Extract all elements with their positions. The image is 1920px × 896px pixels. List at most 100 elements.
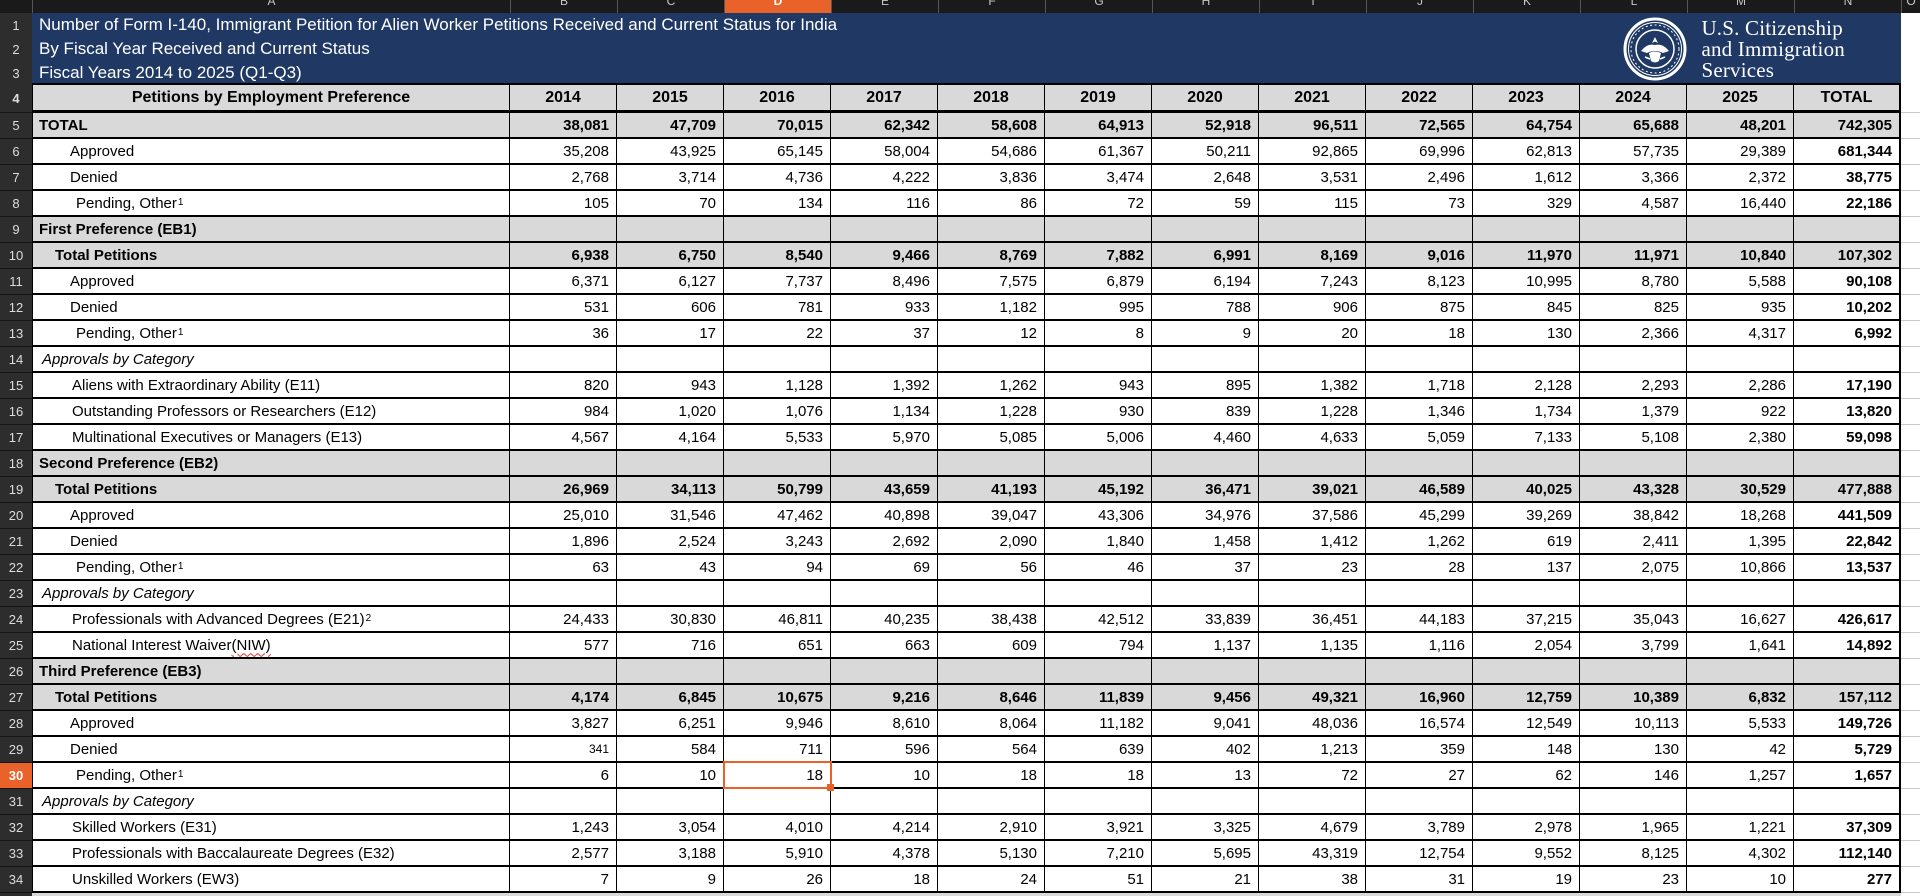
cell-2021-row15[interactable]: 1,382 [1259, 373, 1366, 399]
cell-2015-row15[interactable]: 943 [617, 373, 724, 399]
row-header-18[interactable]: 18 [0, 451, 32, 477]
cell-2021-row23[interactable] [1259, 581, 1366, 607]
cell-2020-row27[interactable]: 9,456 [1152, 685, 1259, 711]
row-header-35[interactable] [0, 893, 32, 896]
cell-2021-row22[interactable]: 23 [1259, 555, 1366, 581]
cell-2024-row7[interactable]: 3,366 [1580, 165, 1687, 191]
cell-2018-row27[interactable]: 8,646 [938, 685, 1045, 711]
cell-2020-row14[interactable] [1152, 347, 1259, 373]
cell-2025-row25[interactable]: 1,641 [1687, 633, 1794, 659]
row-label[interactable]: Unskilled Workers (EW3) [32, 867, 510, 893]
cell-2019-row27[interactable]: 11,839 [1045, 685, 1152, 711]
cell-2017-row6[interactable]: 58,004 [831, 139, 938, 165]
cell-2024-row11[interactable]: 8,780 [1580, 269, 1687, 295]
cell-2021-row31[interactable] [1259, 789, 1366, 815]
cell-2021-row26[interactable] [1259, 659, 1366, 685]
column-header-2023[interactable]: 2023 [1473, 85, 1580, 113]
row-label[interactable]: Pending, Other 1 [32, 555, 510, 581]
row-header-14[interactable]: 14 [0, 347, 32, 373]
cell-2022-row34[interactable]: 31 [1366, 867, 1473, 893]
cell-2021-row16[interactable]: 1,228 [1259, 399, 1366, 425]
cell-2025-row33[interactable]: 4,302 [1687, 841, 1794, 867]
column-header-A[interactable]: A [32, 0, 510, 13]
cell-2017-row19[interactable]: 43,659 [831, 477, 938, 503]
cell-TOTAL-row10[interactable]: 107,302 [1794, 243, 1901, 269]
cell-2014-row26[interactable] [510, 659, 617, 685]
row-header-2[interactable]: 2 [12, 41, 20, 57]
cell-2024-row20[interactable]: 38,842 [1580, 503, 1687, 529]
cell-2023-row8[interactable]: 329 [1473, 191, 1580, 217]
cell-2024-row27[interactable]: 10,389 [1580, 685, 1687, 711]
cell-2017-row29[interactable]: 596 [831, 737, 938, 763]
cell-2015-row5[interactable]: 47,709 [617, 113, 724, 139]
cell-2025-row15[interactable]: 2,286 [1687, 373, 1794, 399]
cell-2015-row20[interactable]: 31,546 [617, 503, 724, 529]
cell-2019-row9[interactable] [1045, 217, 1152, 243]
cell-2022-row29[interactable]: 359 [1366, 737, 1473, 763]
cell-2015-row11[interactable]: 6,127 [617, 269, 724, 295]
cell-2023-row19[interactable]: 40,025 [1473, 477, 1580, 503]
row-header-19[interactable]: 19 [0, 477, 32, 503]
cell-2014-row23[interactable] [510, 581, 617, 607]
row-header-32[interactable]: 32 [0, 815, 32, 841]
cell-2017-row15[interactable]: 1,392 [831, 373, 938, 399]
cell-2014-row16[interactable]: 984 [510, 399, 617, 425]
cell-2020-row5[interactable]: 52,918 [1152, 113, 1259, 139]
row-label[interactable]: Professionals with Baccalaureate Degrees… [32, 841, 510, 867]
cell-2023-row7[interactable]: 1,612 [1473, 165, 1580, 191]
cell-TOTAL-row16[interactable]: 13,820 [1794, 399, 1901, 425]
cell-2016-row23[interactable] [724, 581, 831, 607]
cell-2020-row9[interactable] [1152, 217, 1259, 243]
cell-2023-row12[interactable]: 845 [1473, 295, 1580, 321]
row-header-13[interactable]: 13 [0, 321, 32, 347]
cell-2021-row25[interactable]: 1,135 [1259, 633, 1366, 659]
cell-2018-row21[interactable]: 2,090 [938, 529, 1045, 555]
cell-2022-row21[interactable]: 1,262 [1366, 529, 1473, 555]
cell-2016-row15[interactable]: 1,128 [724, 373, 831, 399]
row-label[interactable]: Approved [32, 139, 510, 165]
cell-2017-row9[interactable] [831, 217, 938, 243]
cell-2015-row18[interactable] [617, 451, 724, 477]
cell-2024-row16[interactable]: 1,379 [1580, 399, 1687, 425]
column-header-2014[interactable]: 2014 [510, 85, 617, 113]
cell-2024-row24[interactable]: 35,043 [1580, 607, 1687, 633]
column-header-2015[interactable]: 2015 [617, 85, 724, 113]
cell-2021-row19[interactable]: 39,021 [1259, 477, 1366, 503]
column-header-O[interactable]: O [1901, 0, 1920, 13]
cell-2016-row5[interactable]: 70,015 [724, 113, 831, 139]
cell-2021-row7[interactable]: 3,531 [1259, 165, 1366, 191]
cell-2018-row24[interactable]: 38,438 [938, 607, 1045, 633]
cell-2018-row12[interactable]: 1,182 [938, 295, 1045, 321]
cell-2021-row5[interactable]: 96,511 [1259, 113, 1366, 139]
row-header-8[interactable]: 8 [0, 191, 32, 217]
cell-2016-row8[interactable]: 134 [724, 191, 831, 217]
cell-2019-row32[interactable]: 3,921 [1045, 815, 1152, 841]
cell-2023-row25[interactable]: 2,054 [1473, 633, 1580, 659]
corner-cell[interactable] [0, 0, 32, 13]
cell-2018-row6[interactable]: 54,686 [938, 139, 1045, 165]
cell-2025-row26[interactable] [1687, 659, 1794, 685]
cell-2014-row5[interactable]: 38,081 [510, 113, 617, 139]
cell-2020-row28[interactable]: 9,041 [1152, 711, 1259, 737]
cell-2024-row34[interactable]: 23 [1580, 867, 1687, 893]
cell-2017-row10[interactable]: 9,466 [831, 243, 938, 269]
cell-2023-row23[interactable] [1473, 581, 1580, 607]
row-header-11[interactable]: 11 [0, 269, 32, 295]
cell-2019-row33[interactable]: 7,210 [1045, 841, 1152, 867]
cell-2020-row16[interactable]: 839 [1152, 399, 1259, 425]
row-header-28[interactable]: 28 [0, 711, 32, 737]
cell-TOTAL-row30[interactable]: 1,657 [1794, 763, 1901, 789]
cell-2018-row10[interactable]: 8,769 [938, 243, 1045, 269]
cell-2019-row31[interactable] [1045, 789, 1152, 815]
cell-2024-row10[interactable]: 11,971 [1580, 243, 1687, 269]
cell-TOTAL-row5[interactable]: 742,305 [1794, 113, 1901, 139]
column-header-G[interactable]: G [1045, 0, 1152, 13]
row-header-34[interactable]: 34 [0, 867, 32, 893]
cell-TOTAL-row12[interactable]: 10,202 [1794, 295, 1901, 321]
cell-2024-row19[interactable]: 43,328 [1580, 477, 1687, 503]
row-label[interactable]: Approved [32, 269, 510, 295]
cell-2019-row26[interactable] [1045, 659, 1152, 685]
cell-2014-row22[interactable]: 63 [510, 555, 617, 581]
cell-2022-row11[interactable]: 8,123 [1366, 269, 1473, 295]
cell-2019-row10[interactable]: 7,882 [1045, 243, 1152, 269]
